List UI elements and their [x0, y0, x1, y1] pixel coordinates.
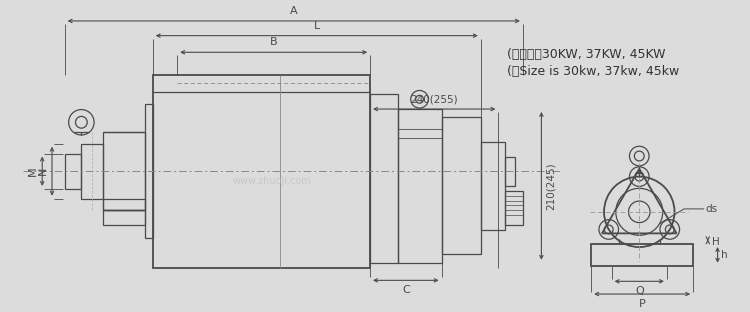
Text: M: M	[28, 166, 38, 176]
Text: (）尺寸为30KW, 37KW, 45KW: (）尺寸为30KW, 37KW, 45KW	[507, 48, 666, 61]
Text: (）Size is 30kw, 37kw, 45kw: (）Size is 30kw, 37kw, 45kw	[507, 65, 680, 78]
Text: h: h	[722, 250, 728, 260]
Bar	[506, 157, 515, 186]
Text: 240(255): 240(255)	[410, 94, 458, 104]
Text: A: A	[290, 6, 298, 16]
Text: www.zhuoji.com: www.zhuoji.com	[232, 176, 311, 186]
Bar	[506, 191, 523, 225]
Bar	[398, 109, 442, 263]
Text: H: H	[712, 237, 719, 247]
Bar	[64, 154, 81, 189]
Text: P: P	[639, 299, 646, 309]
Bar	[370, 94, 398, 263]
Bar	[145, 104, 153, 238]
Text: ds: ds	[706, 204, 718, 214]
Text: 210(245): 210(245)	[545, 162, 555, 210]
Text: N: N	[38, 167, 48, 175]
Text: L: L	[314, 21, 320, 31]
Bar	[442, 117, 481, 254]
Bar	[81, 144, 103, 199]
Bar	[481, 142, 506, 230]
Text: C: C	[402, 285, 410, 295]
Bar	[103, 210, 145, 225]
Text: B: B	[270, 37, 278, 47]
Bar	[591, 244, 693, 266]
Text: Q: Q	[635, 286, 644, 296]
Bar	[103, 199, 145, 210]
Bar	[153, 75, 370, 268]
Bar	[103, 132, 145, 210]
